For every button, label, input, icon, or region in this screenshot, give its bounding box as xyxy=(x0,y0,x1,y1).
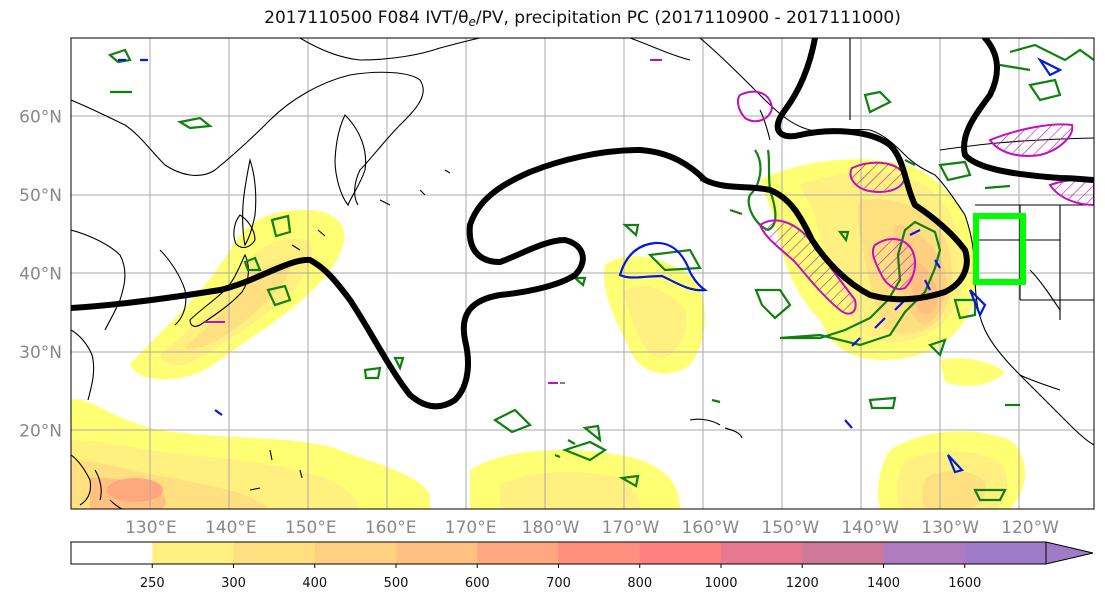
colorbar-label: 1600 xyxy=(948,576,981,591)
colorbar-cell xyxy=(233,542,316,564)
lat-tick-label: 40°N xyxy=(19,265,62,285)
lat-tick-label: 30°N xyxy=(19,343,62,363)
colorbar-label: 250 xyxy=(140,576,165,591)
colorbar-label: 1200 xyxy=(786,576,819,591)
figure-title: 2017110500 F084 IVT/θe/PV, precipitation… xyxy=(264,8,901,29)
latitude-labels: 60°N 50°N 40°N 30°N 20°N xyxy=(19,108,62,442)
lat-tick-label: 60°N xyxy=(19,108,62,128)
map-panel xyxy=(71,38,1094,509)
lat-tick-label: 20°N xyxy=(19,422,62,442)
lat-tick-label: 50°N xyxy=(19,186,62,206)
colorbar-label: 300 xyxy=(221,576,246,591)
colorbar: 250 300 400 500 600 700 800 1000 1200 1400 1600 xyxy=(70,541,1094,591)
colorbar-cell xyxy=(152,542,234,564)
lon-tick-label: 150°E xyxy=(285,518,337,538)
lon-tick-label: 140°W xyxy=(841,518,899,538)
colorbar-cell xyxy=(396,542,478,564)
jet-line xyxy=(71,38,1094,410)
colorbar-label: 500 xyxy=(384,576,409,591)
lon-tick-label: 170°W xyxy=(602,518,660,538)
colorbar-cell xyxy=(639,542,722,564)
map-frame xyxy=(70,37,1095,510)
lon-tick-label: 130°E xyxy=(125,518,177,538)
lon-tick-label: 170°E xyxy=(445,518,497,538)
lon-tick-label: 180°W xyxy=(522,518,580,538)
colorbar-extend-arrow xyxy=(1045,541,1094,565)
lon-tick-label: 130°W xyxy=(921,518,979,538)
lon-tick-label: 120°W xyxy=(1001,518,1059,538)
colorbar-label: 700 xyxy=(546,576,571,591)
longitude-labels: 130°E 140°E 150°E 160°E 170°E 180°W 170°W 160°W… xyxy=(125,518,1059,538)
lon-tick-label: 160°W xyxy=(681,518,739,538)
blue-contours xyxy=(118,57,1063,474)
colorbar-label: 1400 xyxy=(867,576,900,591)
colorbar-cell xyxy=(883,542,966,564)
colorbar-cell xyxy=(477,542,559,564)
target-region-box xyxy=(973,213,1026,285)
colorbar-label: 800 xyxy=(627,576,652,591)
colorbar-cell xyxy=(314,542,397,564)
colorbar-cell xyxy=(558,542,641,564)
colorbar-cell xyxy=(71,542,153,564)
colorbar-label: 600 xyxy=(465,576,490,591)
graticule xyxy=(71,38,1094,509)
colorbar-cell xyxy=(802,542,884,564)
pv-contours xyxy=(205,59,1094,384)
lon-tick-label: 140°E xyxy=(205,518,257,538)
colorbar-label: 400 xyxy=(302,576,327,591)
colorbar-label: 1000 xyxy=(704,576,737,591)
colorbar-cell xyxy=(964,542,1047,564)
colorbar-cell xyxy=(721,542,803,564)
lon-tick-label: 160°E xyxy=(365,518,417,538)
lon-tick-label: 150°W xyxy=(761,518,819,538)
